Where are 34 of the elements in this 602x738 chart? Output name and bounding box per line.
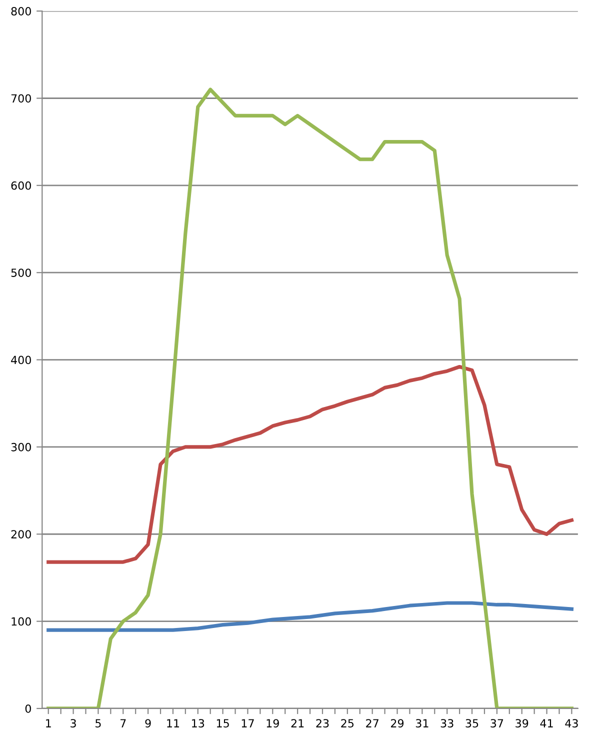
line-series — [46, 88, 574, 708]
x-tick-label: 29 — [390, 719, 404, 728]
x-tick-label: 15 — [216, 719, 229, 728]
x-tick-label: 1 — [46, 719, 51, 728]
y-tick-label: 400 — [11, 356, 31, 364]
line-series — [46, 601, 574, 632]
x-tick-label: 7 — [120, 719, 126, 728]
x-tick-label: 5 — [96, 719, 101, 728]
x-tick-label: 9 — [145, 719, 151, 728]
y-tick-label: 500 — [11, 268, 31, 277]
x-tick-label: 3 — [70, 719, 76, 728]
x-tick-label: 25 — [341, 719, 354, 728]
y-tick-label: 0 — [25, 704, 31, 713]
x-tick-label: 33 — [440, 719, 454, 728]
y-tick-label: 300 — [11, 442, 31, 452]
y-tick-label: 200 — [11, 530, 31, 539]
x-tick-label: 17 — [242, 719, 254, 728]
x-tick-label: 13 — [192, 719, 204, 728]
x-tick-label: 27 — [366, 719, 378, 728]
x-tick-label: 31 — [416, 719, 428, 728]
x-tick-label: 43 — [565, 719, 578, 728]
x-tick-label: 41 — [540, 719, 553, 728]
x-tick-label: 39 — [516, 719, 528, 728]
y-tick-label: 100 — [12, 617, 31, 626]
x-tick-label: 23 — [316, 719, 329, 728]
x-tick-label: 21 — [291, 719, 304, 728]
line-series — [46, 364, 574, 564]
x-tick-label: 19 — [266, 719, 279, 728]
x-tick-label: 35 — [466, 719, 478, 728]
y-tick-label: 800 — [11, 7, 31, 16]
x-tick-label: 11 — [167, 719, 180, 728]
y-tick-label: 700 — [11, 94, 31, 103]
x-tick-label: 37 — [490, 719, 504, 728]
y-tick-label: 600 — [11, 181, 31, 190]
